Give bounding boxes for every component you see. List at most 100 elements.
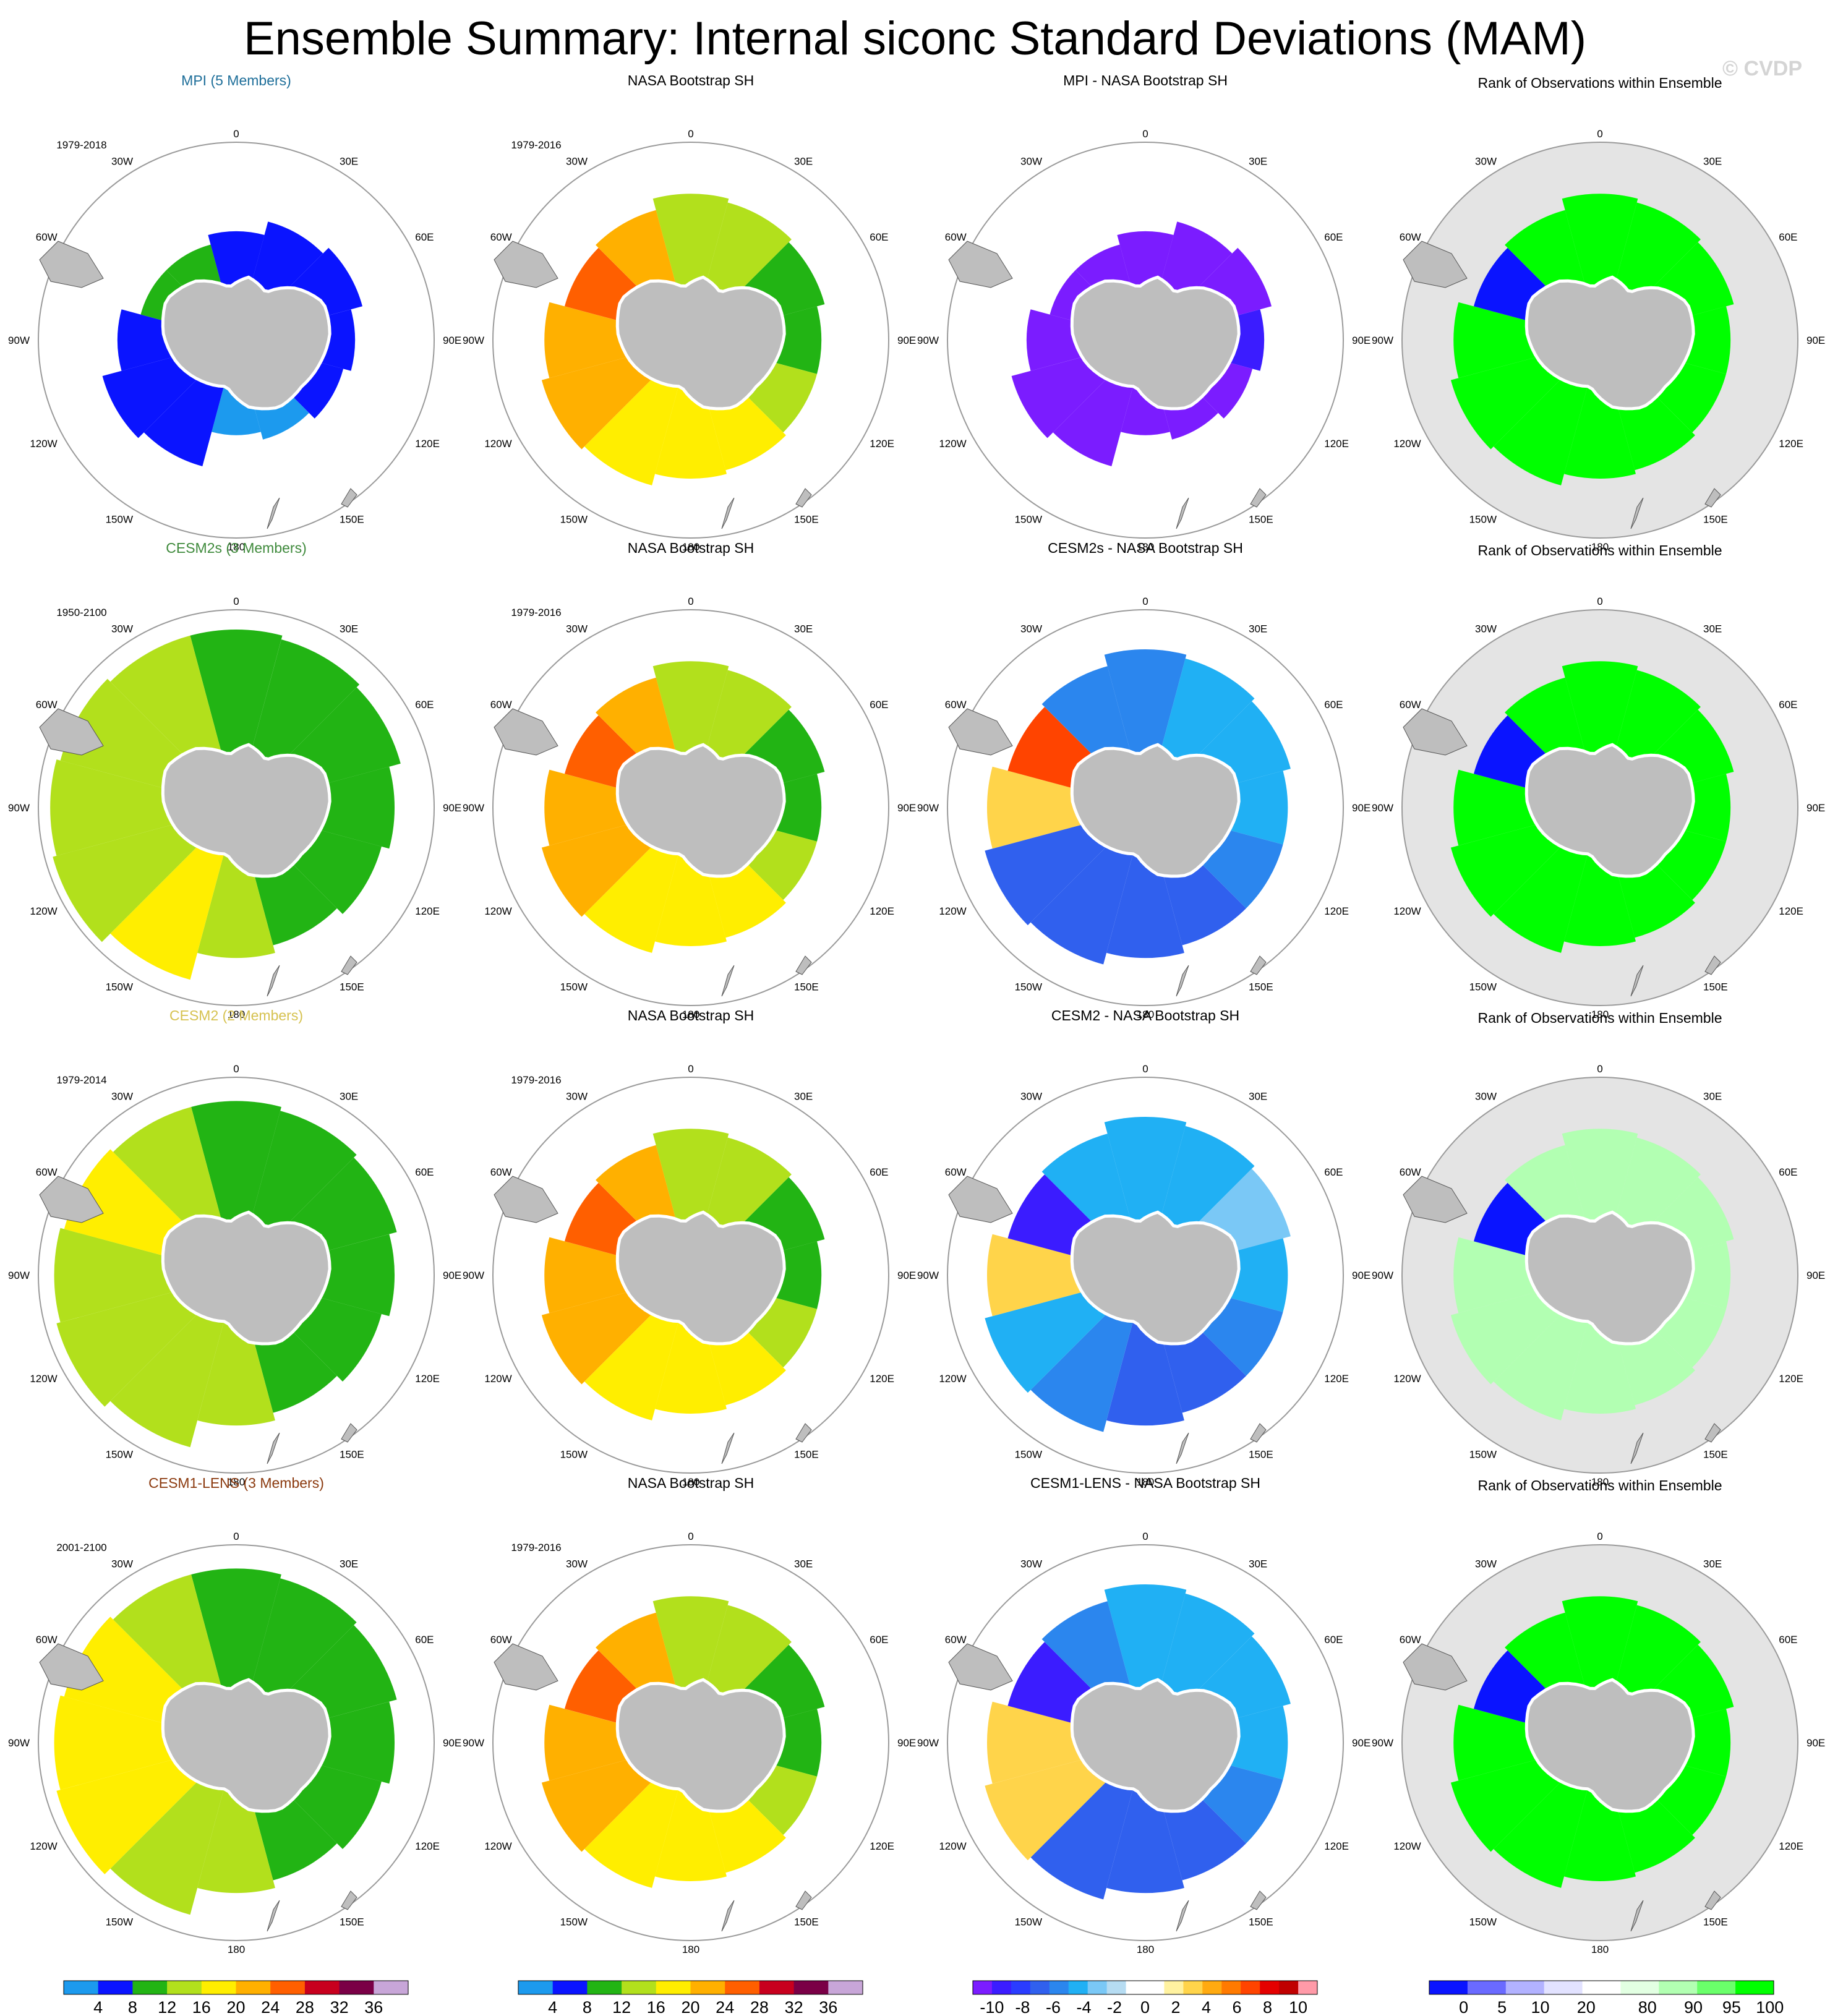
colorbar-tick-label: 0 bbox=[1140, 1998, 1150, 2016]
diff-map-panel-row-4: 0 30E 60E 90E 120E 150E 180 150W 120W 90W 60W 30W bbox=[917, 1531, 1370, 1955]
longitude-label: 120W bbox=[939, 905, 966, 917]
longitude-label: 30E bbox=[1703, 1558, 1722, 1570]
longitude-label: 150E bbox=[1249, 981, 1273, 993]
colorbar-tick-label: 24 bbox=[261, 1998, 280, 2016]
longitude-label: 30E bbox=[1703, 1091, 1722, 1103]
obs-years-label: 1979-2016 bbox=[511, 139, 561, 151]
longitude-label: 30W bbox=[1475, 1558, 1497, 1570]
south-america-landmass bbox=[39, 1643, 104, 1691]
longitude-label: 120E bbox=[1324, 438, 1349, 450]
longitude-label: 90E bbox=[897, 802, 916, 814]
longitude-label: 120W bbox=[30, 1373, 57, 1385]
rank-sector bbox=[1564, 340, 1636, 479]
difference-panel-title: CESM2s - NASA Bootstrap SH bbox=[1048, 540, 1243, 556]
diff-map-panel-row-2: 0 30E 60E 90E 120E 150E 180 150W 120W 90W 60W 30W bbox=[917, 596, 1370, 1020]
colorbar-swatch bbox=[793, 1981, 829, 1994]
colorbar-tick-label: 10 bbox=[1289, 1998, 1307, 2016]
colorbar-swatch bbox=[656, 1981, 691, 1994]
colorbar-frame bbox=[63, 1980, 409, 1995]
colorbar-tick-label: 28 bbox=[296, 1998, 314, 2016]
longitude-label: 60E bbox=[1779, 1166, 1797, 1178]
longitude-label: 60E bbox=[870, 1166, 888, 1178]
colorbar-swatch bbox=[167, 1981, 202, 1994]
longitude-label: 60W bbox=[490, 1166, 512, 1178]
colorbar-tick-label: 80 bbox=[1638, 1998, 1657, 2016]
longitude-label: 30E bbox=[794, 1558, 813, 1570]
longitude-label: 180 bbox=[1137, 1944, 1154, 1955]
longitude-label: 120E bbox=[870, 438, 894, 450]
std-dev-difference-sector bbox=[986, 1234, 1145, 1317]
longitude-label: 180 bbox=[1137, 1009, 1154, 1020]
colorbar-swatch bbox=[690, 1981, 725, 1994]
longitude-label: 150E bbox=[1703, 1448, 1728, 1460]
longitude-label: 90E bbox=[1806, 1270, 1825, 1281]
longitude-label: 60W bbox=[36, 1166, 58, 1178]
longitude-label: 60E bbox=[870, 231, 888, 243]
longitude-label: 60W bbox=[1400, 699, 1421, 711]
longitude-label: 60W bbox=[36, 1634, 58, 1646]
longitude-label: 120W bbox=[1393, 1840, 1421, 1852]
south-america-landmass bbox=[948, 708, 1013, 756]
model-years-label: 2001-2100 bbox=[56, 1542, 106, 1553]
rank-sector bbox=[1564, 808, 1636, 947]
longitude-label: 30E bbox=[794, 1091, 813, 1103]
longitude-label: 90W bbox=[463, 802, 484, 814]
south-america-landmass bbox=[39, 708, 104, 756]
longitude-label: 150E bbox=[1703, 1916, 1728, 1928]
tasmania-landmass bbox=[341, 1890, 357, 1910]
longitude-label: 30W bbox=[111, 156, 133, 168]
longitude-label: 90W bbox=[917, 1737, 939, 1749]
longitude-label: 60W bbox=[945, 231, 967, 243]
colorbar-tick-label: 8 bbox=[1263, 1998, 1272, 2016]
antarctica-landmass bbox=[615, 1678, 786, 1813]
longitude-label: 0 bbox=[1142, 1531, 1148, 1542]
model-map-panel-row-1: 0 30E 60E 90E 120E 150E 180 150W 120W 90W 60W 30W bbox=[8, 128, 461, 553]
longitude-label: 120E bbox=[1779, 905, 1803, 917]
rank-panel-title: Rank of Observations within Ensemble bbox=[1477, 75, 1722, 91]
colorbar-swatch bbox=[1298, 1981, 1318, 1994]
new-zealand-landmass bbox=[267, 1900, 280, 1932]
colorbar-swatch bbox=[270, 1981, 306, 1994]
longitude-label: 150W bbox=[1469, 981, 1497, 993]
longitude-label: 0 bbox=[1597, 596, 1602, 607]
longitude-label: 60W bbox=[36, 699, 58, 711]
longitude-label: 90W bbox=[917, 1270, 939, 1281]
antarctica-landmass bbox=[1524, 1678, 1695, 1813]
model-std-dev-sector bbox=[197, 1275, 275, 1426]
colorbar-swatch bbox=[132, 1981, 168, 1994]
new-zealand-landmass bbox=[267, 965, 280, 997]
colorbar-tick-label: 0 bbox=[1459, 1998, 1468, 2016]
longitude-label: 150W bbox=[106, 513, 133, 525]
model-panel-title: CESM2 (2 Members) bbox=[169, 1007, 303, 1023]
obs-std-dev-sector bbox=[655, 1743, 727, 1882]
colorbar-swatch bbox=[622, 1981, 657, 1994]
colorbar-swatch bbox=[1202, 1981, 1222, 1994]
colorbar-swatch bbox=[1183, 1981, 1203, 1994]
longitude-label: 90E bbox=[1806, 1737, 1825, 1749]
longitude-label: 30W bbox=[1020, 1091, 1042, 1103]
longitude-label: 120E bbox=[415, 438, 440, 450]
longitude-label: 180 bbox=[228, 1009, 245, 1020]
south-america-landmass bbox=[948, 1176, 1013, 1223]
colorbar-tick-label: -4 bbox=[1076, 1998, 1091, 2016]
longitude-label: 150W bbox=[560, 1448, 588, 1460]
longitude-label: 30E bbox=[340, 1091, 358, 1103]
south-america-landmass bbox=[494, 708, 558, 756]
difference-panel-title: CESM1-LENS - NASA Bootstrap SH bbox=[1030, 1475, 1260, 1491]
std-dev-difference-sector bbox=[986, 1701, 1145, 1784]
colorbar-swatch bbox=[1030, 1981, 1050, 1994]
colorbar-swatch bbox=[236, 1981, 271, 1994]
model-std-dev-sector bbox=[54, 1228, 236, 1323]
colorbar-swatch bbox=[518, 1981, 554, 1994]
colorbar-tick-label: -2 bbox=[1107, 1998, 1122, 2016]
longitude-label: 30E bbox=[340, 623, 358, 635]
longitude-label: 30E bbox=[1249, 623, 1267, 635]
longitude-label: 120W bbox=[939, 1840, 966, 1852]
antarctica-landmass bbox=[1524, 275, 1695, 411]
colorbar-tick-label: 4 bbox=[1202, 1998, 1211, 2016]
rank-sector bbox=[1453, 1704, 1600, 1781]
page-title: Ensemble Summary: Internal siconc Standa… bbox=[243, 12, 1587, 65]
colorbar-swatch bbox=[374, 1981, 409, 1994]
longitude-label: 120W bbox=[939, 438, 966, 450]
new-zealand-landmass bbox=[1176, 1432, 1189, 1464]
